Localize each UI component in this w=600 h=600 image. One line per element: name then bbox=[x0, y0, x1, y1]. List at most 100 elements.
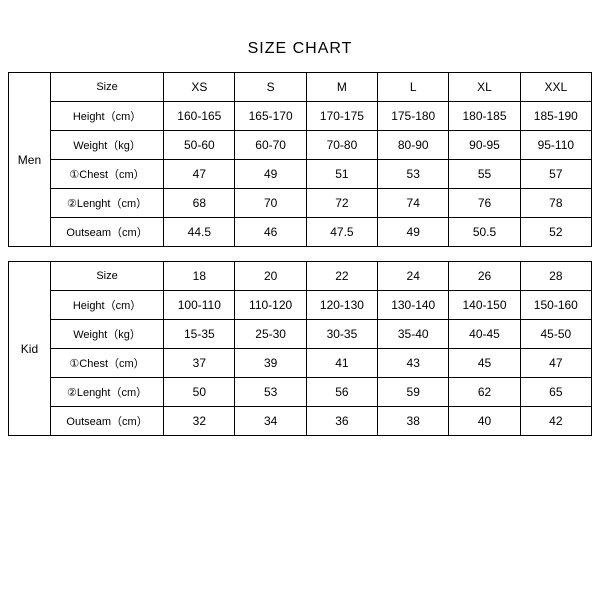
table-row: ②Lenght（cm） 68 70 72 74 76 78 bbox=[9, 189, 592, 218]
cell: 80-90 bbox=[378, 131, 449, 160]
cell: 53 bbox=[378, 160, 449, 189]
table-row: Outseam（cm） 32 34 36 38 40 42 bbox=[9, 407, 592, 436]
col-header: 18 bbox=[164, 262, 235, 291]
cell: 38 bbox=[378, 407, 449, 436]
cell: 100-110 bbox=[164, 291, 235, 320]
cell: 42 bbox=[520, 407, 591, 436]
cell: 78 bbox=[520, 189, 591, 218]
cell: 51 bbox=[306, 160, 377, 189]
col-header: 24 bbox=[378, 262, 449, 291]
cell: 56 bbox=[306, 378, 377, 407]
metric-label: Outseam（cm） bbox=[50, 407, 163, 436]
table-row: Height（cm） 160-165 165-170 170-175 175-1… bbox=[9, 102, 592, 131]
group-label-kid: Kid bbox=[9, 262, 51, 436]
cell: 52 bbox=[520, 218, 591, 247]
cell: 160-165 bbox=[164, 102, 235, 131]
cell: 47 bbox=[164, 160, 235, 189]
table-row: ②Lenght（cm） 50 53 56 59 62 65 bbox=[9, 378, 592, 407]
cell: 40-45 bbox=[449, 320, 520, 349]
cell: 170-175 bbox=[306, 102, 377, 131]
col-header: L bbox=[378, 73, 449, 102]
cell: 57 bbox=[520, 160, 591, 189]
size-table-kid: Kid Size 18 20 22 24 26 28 Height（cm） 10… bbox=[8, 261, 592, 436]
cell: 39 bbox=[235, 349, 306, 378]
cell: 72 bbox=[306, 189, 377, 218]
cell: 25-30 bbox=[235, 320, 306, 349]
cell: 35-40 bbox=[378, 320, 449, 349]
table-row: Kid Size 18 20 22 24 26 28 bbox=[9, 262, 592, 291]
cell: 45 bbox=[449, 349, 520, 378]
cell: 140-150 bbox=[449, 291, 520, 320]
cell: 180-185 bbox=[449, 102, 520, 131]
metric-label: Outseam（cm） bbox=[50, 218, 163, 247]
section-gap bbox=[8, 247, 592, 261]
cell: 50 bbox=[164, 378, 235, 407]
cell: 45-50 bbox=[520, 320, 591, 349]
cell: 110-120 bbox=[235, 291, 306, 320]
cell: 15-35 bbox=[164, 320, 235, 349]
table-row: Weight（kg） 15-35 25-30 30-35 35-40 40-45… bbox=[9, 320, 592, 349]
cell: 130-140 bbox=[378, 291, 449, 320]
cell: 65 bbox=[520, 378, 591, 407]
cell: 47 bbox=[520, 349, 591, 378]
table-row: Weight（kg） 50-60 60-70 70-80 80-90 90-95… bbox=[9, 131, 592, 160]
cell: 120-130 bbox=[306, 291, 377, 320]
metric-label: Weight（kg） bbox=[50, 320, 163, 349]
col-header: M bbox=[306, 73, 377, 102]
cell: 32 bbox=[164, 407, 235, 436]
cell: 74 bbox=[378, 189, 449, 218]
cell: 70 bbox=[235, 189, 306, 218]
size-table-men: Men Size XS S M L XL XXL Height（cm） 160-… bbox=[8, 72, 592, 247]
metric-label: Size bbox=[50, 73, 163, 102]
cell: 36 bbox=[306, 407, 377, 436]
cell: 46 bbox=[235, 218, 306, 247]
group-label-men: Men bbox=[9, 73, 51, 247]
page-title: SIZE CHART bbox=[8, 40, 592, 58]
col-header: 22 bbox=[306, 262, 377, 291]
col-header: 28 bbox=[520, 262, 591, 291]
cell: 60-70 bbox=[235, 131, 306, 160]
table-row: ①Chest（cm） 47 49 51 53 55 57 bbox=[9, 160, 592, 189]
table-row: Height（cm） 100-110 110-120 120-130 130-1… bbox=[9, 291, 592, 320]
metric-label: ①Chest（cm） bbox=[50, 160, 163, 189]
cell: 50-60 bbox=[164, 131, 235, 160]
metric-label: Weight（kg） bbox=[50, 131, 163, 160]
metric-label: Height（cm） bbox=[50, 291, 163, 320]
cell: 68 bbox=[164, 189, 235, 218]
col-header: 20 bbox=[235, 262, 306, 291]
cell: 76 bbox=[449, 189, 520, 218]
metric-label: ②Lenght（cm） bbox=[50, 189, 163, 218]
col-header: XS bbox=[164, 73, 235, 102]
cell: 47.5 bbox=[306, 218, 377, 247]
col-header: 26 bbox=[449, 262, 520, 291]
cell: 165-170 bbox=[235, 102, 306, 131]
metric-label: ①Chest（cm） bbox=[50, 349, 163, 378]
cell: 44.5 bbox=[164, 218, 235, 247]
col-header: XL bbox=[449, 73, 520, 102]
cell: 37 bbox=[164, 349, 235, 378]
cell: 41 bbox=[306, 349, 377, 378]
cell: 59 bbox=[378, 378, 449, 407]
table-row: Outseam（cm） 44.5 46 47.5 49 50.5 52 bbox=[9, 218, 592, 247]
metric-label: Size bbox=[50, 262, 163, 291]
cell: 34 bbox=[235, 407, 306, 436]
cell: 90-95 bbox=[449, 131, 520, 160]
cell: 53 bbox=[235, 378, 306, 407]
cell: 62 bbox=[449, 378, 520, 407]
cell: 30-35 bbox=[306, 320, 377, 349]
cell: 95-110 bbox=[520, 131, 591, 160]
cell: 150-160 bbox=[520, 291, 591, 320]
cell: 49 bbox=[378, 218, 449, 247]
col-header: XXL bbox=[520, 73, 591, 102]
table-row: Men Size XS S M L XL XXL bbox=[9, 73, 592, 102]
cell: 55 bbox=[449, 160, 520, 189]
cell: 49 bbox=[235, 160, 306, 189]
table-row: ①Chest（cm） 37 39 41 43 45 47 bbox=[9, 349, 592, 378]
cell: 175-180 bbox=[378, 102, 449, 131]
cell: 70-80 bbox=[306, 131, 377, 160]
col-header: S bbox=[235, 73, 306, 102]
cell: 43 bbox=[378, 349, 449, 378]
metric-label: Height（cm） bbox=[50, 102, 163, 131]
cell: 50.5 bbox=[449, 218, 520, 247]
cell: 40 bbox=[449, 407, 520, 436]
